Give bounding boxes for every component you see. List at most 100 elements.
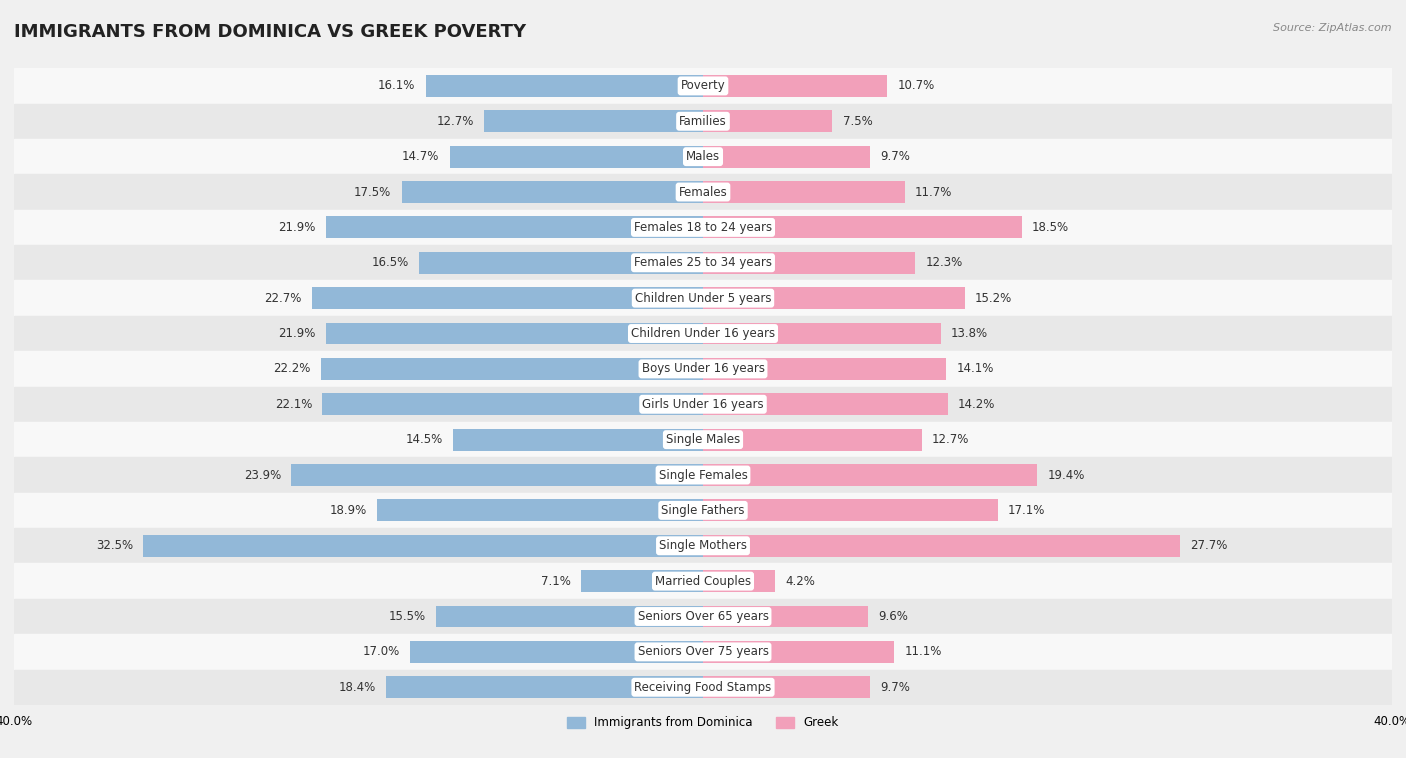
Bar bbox=[581, 570, 703, 592]
Bar bbox=[14, 68, 1392, 104]
Text: 19.4%: 19.4% bbox=[1047, 468, 1085, 481]
Text: 17.0%: 17.0% bbox=[363, 645, 399, 659]
Bar bbox=[14, 245, 1392, 280]
Text: 22.1%: 22.1% bbox=[274, 398, 312, 411]
Bar bbox=[14, 493, 1392, 528]
Bar bbox=[14, 457, 1392, 493]
Text: Poverty: Poverty bbox=[681, 80, 725, 92]
Text: Single Mothers: Single Mothers bbox=[659, 539, 747, 553]
Text: 18.5%: 18.5% bbox=[1032, 221, 1069, 234]
Text: 9.7%: 9.7% bbox=[880, 681, 910, 694]
Text: 18.4%: 18.4% bbox=[339, 681, 375, 694]
Text: Seniors Over 75 years: Seniors Over 75 years bbox=[637, 645, 769, 659]
Bar bbox=[703, 464, 1038, 486]
Bar bbox=[703, 393, 948, 415]
Text: 21.9%: 21.9% bbox=[278, 327, 315, 340]
Bar bbox=[703, 358, 946, 380]
Text: Children Under 5 years: Children Under 5 years bbox=[634, 292, 772, 305]
Bar bbox=[703, 111, 832, 132]
Bar bbox=[14, 210, 1392, 245]
Bar bbox=[436, 606, 703, 628]
Text: 15.2%: 15.2% bbox=[976, 292, 1012, 305]
Text: 10.7%: 10.7% bbox=[897, 80, 935, 92]
Text: 23.9%: 23.9% bbox=[243, 468, 281, 481]
Text: 14.1%: 14.1% bbox=[956, 362, 994, 375]
Bar bbox=[703, 606, 869, 628]
Text: 11.7%: 11.7% bbox=[915, 186, 952, 199]
Text: Boys Under 16 years: Boys Under 16 years bbox=[641, 362, 765, 375]
Bar bbox=[322, 393, 703, 415]
Text: Single Females: Single Females bbox=[658, 468, 748, 481]
Text: Single Males: Single Males bbox=[666, 433, 740, 446]
Bar bbox=[703, 217, 1022, 238]
Bar bbox=[703, 252, 915, 274]
Bar bbox=[321, 358, 703, 380]
Text: Females: Females bbox=[679, 186, 727, 199]
Text: 9.6%: 9.6% bbox=[879, 610, 908, 623]
Text: Single Fathers: Single Fathers bbox=[661, 504, 745, 517]
Bar bbox=[703, 181, 904, 203]
Bar bbox=[14, 387, 1392, 422]
Bar bbox=[703, 570, 775, 592]
Text: 21.9%: 21.9% bbox=[278, 221, 315, 234]
Text: Married Couples: Married Couples bbox=[655, 575, 751, 587]
Text: Receiving Food Stamps: Receiving Food Stamps bbox=[634, 681, 772, 694]
Bar bbox=[426, 75, 703, 97]
Bar bbox=[703, 323, 941, 344]
Bar bbox=[14, 563, 1392, 599]
Text: 15.5%: 15.5% bbox=[388, 610, 426, 623]
Bar bbox=[143, 535, 703, 556]
Bar bbox=[703, 429, 922, 450]
Bar bbox=[703, 287, 965, 309]
Bar bbox=[14, 174, 1392, 210]
Bar bbox=[450, 146, 703, 168]
Text: 17.5%: 17.5% bbox=[354, 186, 391, 199]
Bar bbox=[326, 323, 703, 344]
Bar bbox=[14, 104, 1392, 139]
Bar bbox=[703, 676, 870, 698]
Text: Families: Families bbox=[679, 114, 727, 128]
Legend: Immigrants from Dominica, Greek: Immigrants from Dominica, Greek bbox=[562, 712, 844, 734]
Text: 12.7%: 12.7% bbox=[932, 433, 970, 446]
Text: Males: Males bbox=[686, 150, 720, 163]
Text: 22.7%: 22.7% bbox=[264, 292, 302, 305]
Bar bbox=[14, 351, 1392, 387]
Bar bbox=[377, 500, 703, 522]
Bar bbox=[14, 422, 1392, 457]
Bar bbox=[703, 146, 870, 168]
Bar bbox=[14, 528, 1392, 563]
Text: 9.7%: 9.7% bbox=[880, 150, 910, 163]
Bar bbox=[14, 139, 1392, 174]
Text: 22.2%: 22.2% bbox=[273, 362, 311, 375]
Text: Seniors Over 65 years: Seniors Over 65 years bbox=[637, 610, 769, 623]
Bar bbox=[291, 464, 703, 486]
Text: Females 25 to 34 years: Females 25 to 34 years bbox=[634, 256, 772, 269]
Bar bbox=[312, 287, 703, 309]
Bar bbox=[703, 535, 1180, 556]
Text: 14.5%: 14.5% bbox=[406, 433, 443, 446]
Text: 32.5%: 32.5% bbox=[96, 539, 134, 553]
Bar bbox=[326, 217, 703, 238]
Bar bbox=[14, 316, 1392, 351]
Text: 16.5%: 16.5% bbox=[371, 256, 409, 269]
Text: Girls Under 16 years: Girls Under 16 years bbox=[643, 398, 763, 411]
Text: 14.2%: 14.2% bbox=[957, 398, 995, 411]
Text: 11.1%: 11.1% bbox=[904, 645, 942, 659]
Text: 18.9%: 18.9% bbox=[330, 504, 367, 517]
Text: 4.2%: 4.2% bbox=[786, 575, 815, 587]
Bar bbox=[14, 599, 1392, 634]
Text: IMMIGRANTS FROM DOMINICA VS GREEK POVERTY: IMMIGRANTS FROM DOMINICA VS GREEK POVERT… bbox=[14, 23, 526, 41]
Text: 7.5%: 7.5% bbox=[842, 114, 872, 128]
Text: 27.7%: 27.7% bbox=[1191, 539, 1227, 553]
Text: 13.8%: 13.8% bbox=[950, 327, 988, 340]
Text: Females 18 to 24 years: Females 18 to 24 years bbox=[634, 221, 772, 234]
Text: 14.7%: 14.7% bbox=[402, 150, 440, 163]
Bar bbox=[14, 280, 1392, 316]
Text: 12.3%: 12.3% bbox=[925, 256, 963, 269]
Bar bbox=[387, 676, 703, 698]
Bar bbox=[419, 252, 703, 274]
Text: Source: ZipAtlas.com: Source: ZipAtlas.com bbox=[1274, 23, 1392, 33]
Bar bbox=[402, 181, 703, 203]
Text: 16.1%: 16.1% bbox=[378, 80, 415, 92]
Bar bbox=[411, 641, 703, 662]
